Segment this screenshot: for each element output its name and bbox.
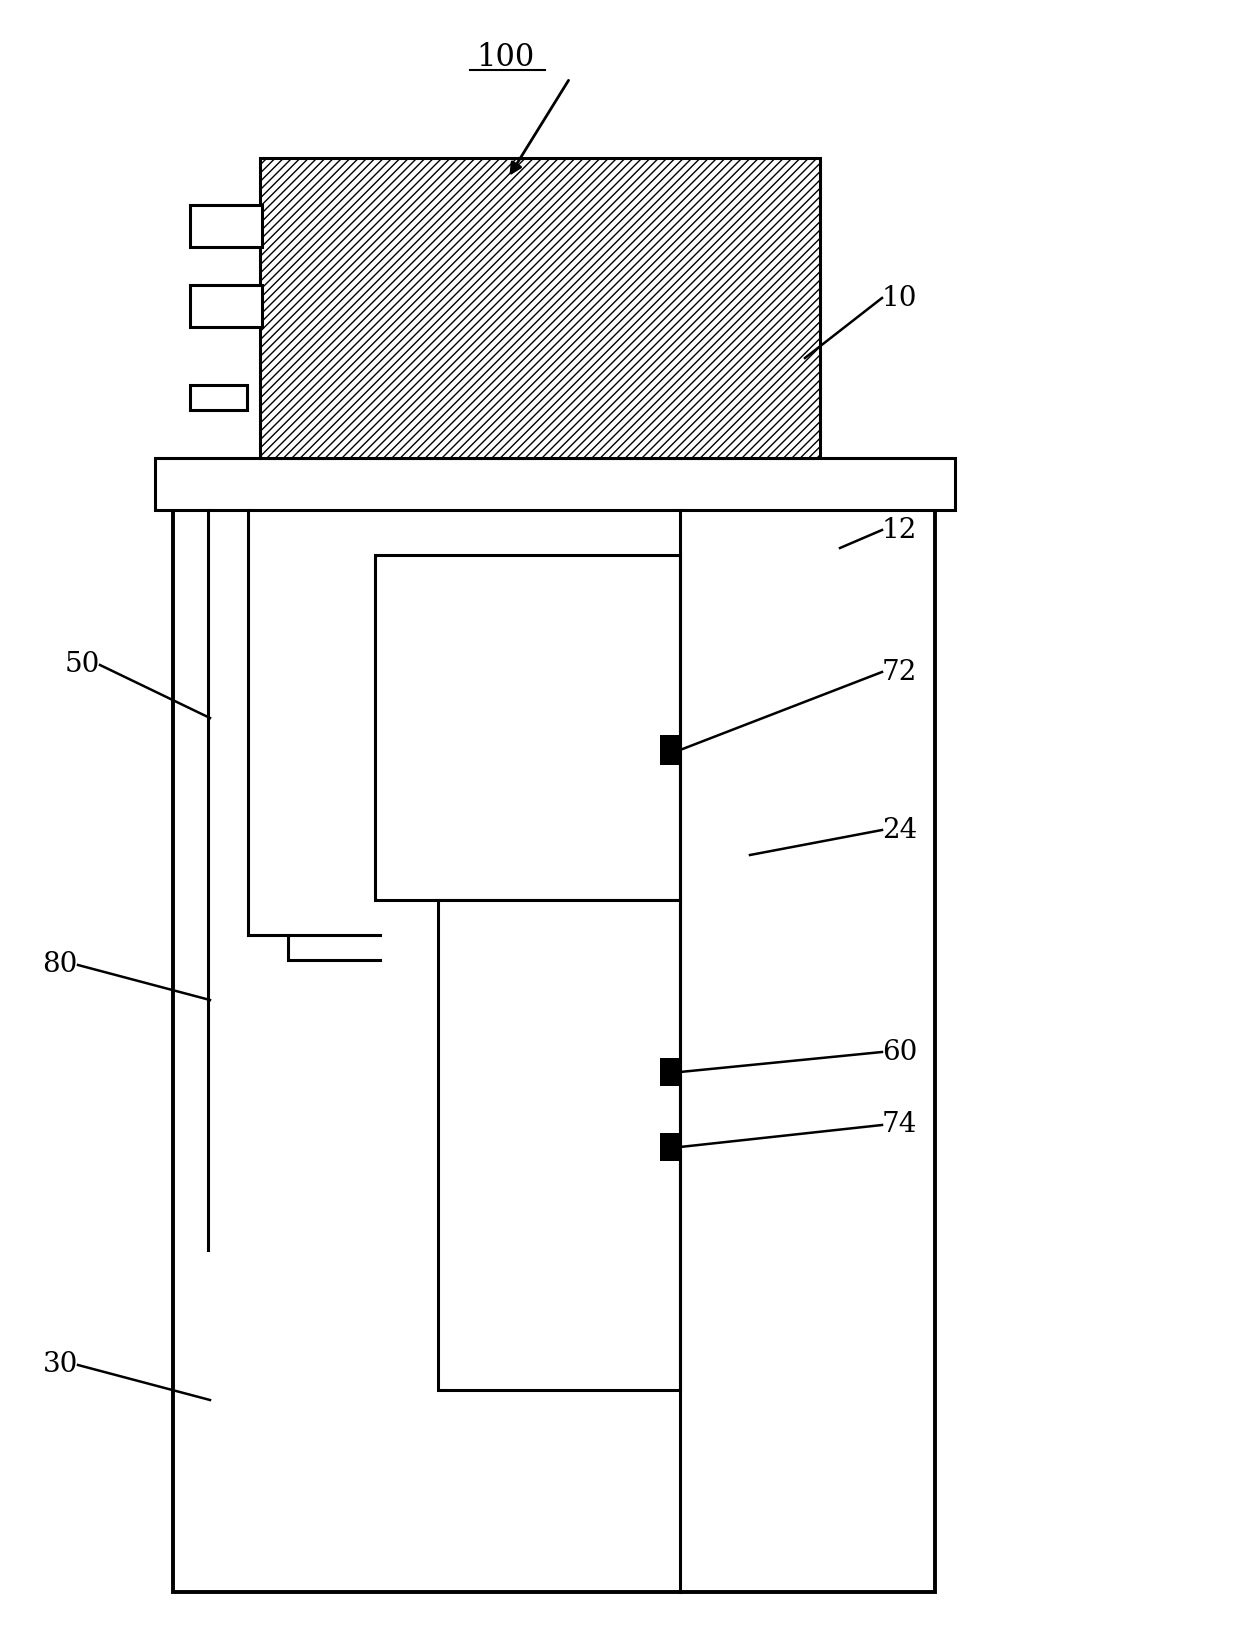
- Text: 50: 50: [64, 652, 100, 679]
- Bar: [260, 158, 820, 458]
- Bar: [174, 511, 935, 1593]
- Bar: [155, 458, 955, 511]
- Bar: [374, 555, 680, 899]
- Bar: [438, 899, 680, 1390]
- Text: 100: 100: [476, 43, 534, 74]
- Text: 12: 12: [882, 517, 918, 544]
- Bar: [660, 1057, 680, 1085]
- Text: 60: 60: [882, 1039, 918, 1066]
- Text: 30: 30: [42, 1352, 78, 1379]
- Text: 80: 80: [42, 952, 78, 978]
- Bar: [190, 385, 247, 410]
- Bar: [660, 1133, 680, 1161]
- Bar: [190, 204, 262, 247]
- Text: 10: 10: [882, 285, 918, 311]
- Text: 24: 24: [882, 817, 918, 843]
- Text: 72: 72: [882, 659, 918, 685]
- Text: 74: 74: [882, 1112, 918, 1138]
- Bar: [190, 285, 262, 328]
- Bar: [660, 735, 680, 764]
